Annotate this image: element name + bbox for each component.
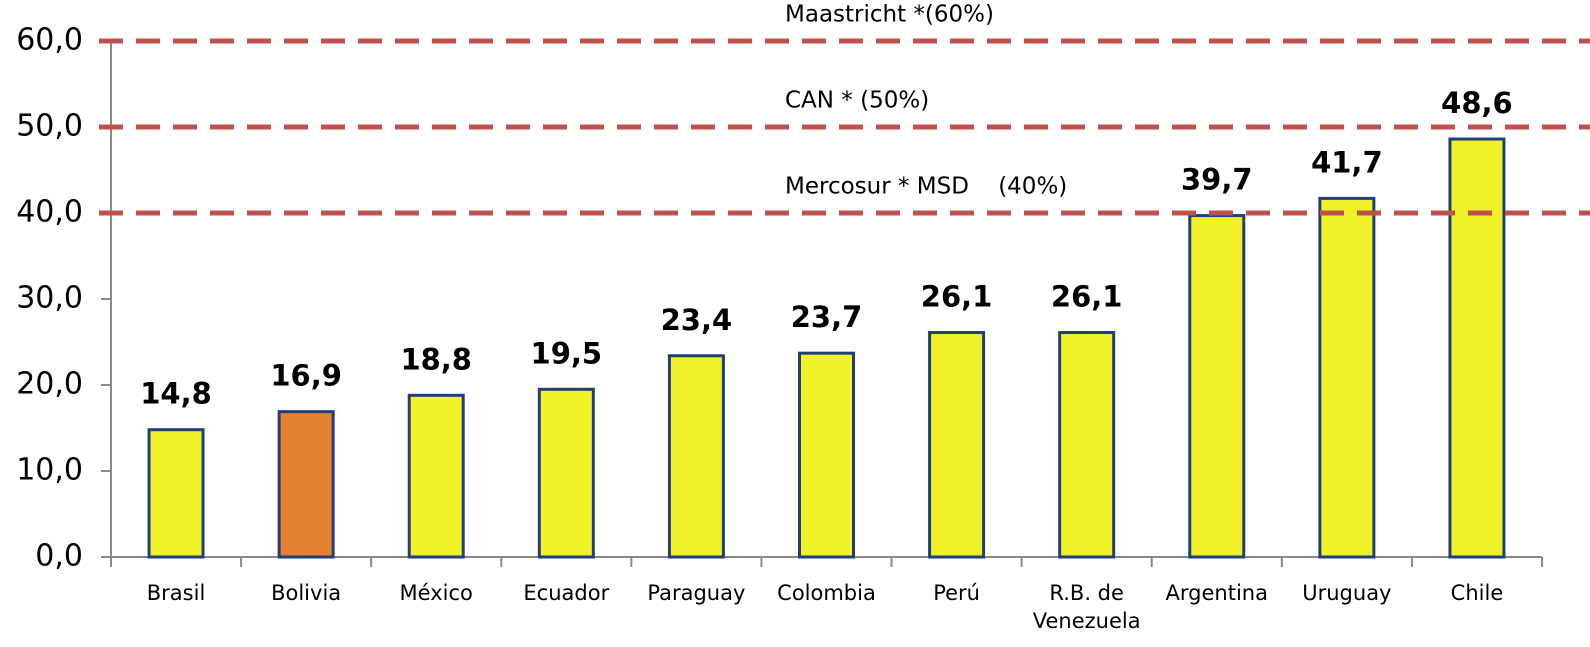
y-tick-label: 40,0: [16, 195, 83, 230]
bar: [1058, 331, 1116, 559]
bar: [147, 428, 205, 559]
x-tick-label: Ecuador: [523, 581, 610, 605]
x-tick-label: Perú: [933, 581, 980, 605]
y-tick-label: 20,0: [16, 367, 83, 402]
bar: [798, 351, 855, 559]
data-label: 26,1: [1051, 280, 1123, 314]
x-tick-label: Bolivia: [271, 581, 342, 605]
bar: [277, 410, 335, 559]
reference-label: Mercosur * MSD (40%): [785, 174, 1067, 200]
bar: [1318, 196, 1376, 559]
y-tick-label: 50,0: [16, 109, 83, 144]
bar: [1188, 214, 1246, 559]
data-label: 18,8: [400, 342, 472, 376]
y-tick-label: 10,0: [16, 453, 83, 488]
data-label: 39,7: [1181, 163, 1253, 197]
y-tick-label: 0,0: [35, 539, 83, 574]
data-label: 48,6: [1441, 86, 1513, 120]
data-label: 26,1: [921, 280, 993, 314]
x-tick-label: Uruguay: [1302, 581, 1392, 605]
y-tick-label: 30,0: [16, 281, 83, 316]
x-tick-label: Chile: [1450, 581, 1504, 605]
data-label: 14,8: [140, 377, 212, 411]
x-tick-label: Argentina: [1165, 581, 1268, 605]
bar: [928, 331, 986, 559]
bar: [1448, 137, 1506, 559]
data-label: 19,5: [531, 336, 603, 370]
x-tick-label: Colombia: [777, 581, 876, 605]
bar: [537, 387, 595, 559]
x-tick-label: Paraguay: [647, 581, 746, 605]
reference-label: Maastricht *(60%): [785, 2, 994, 28]
bar: [667, 354, 725, 559]
bar: [407, 393, 465, 559]
data-label: 41,7: [1311, 145, 1383, 179]
reference-label: CAN * (50%): [785, 88, 929, 114]
x-tick-label: México: [399, 581, 473, 605]
data-label: 23,4: [661, 303, 733, 337]
data-label: 23,7: [791, 300, 863, 334]
data-label: 16,9: [270, 359, 342, 393]
y-tick-label: 60,0: [16, 23, 83, 58]
x-tick-label: Brasil: [146, 581, 206, 605]
x-tick-label: R.B. de Venezuela: [1032, 581, 1141, 633]
